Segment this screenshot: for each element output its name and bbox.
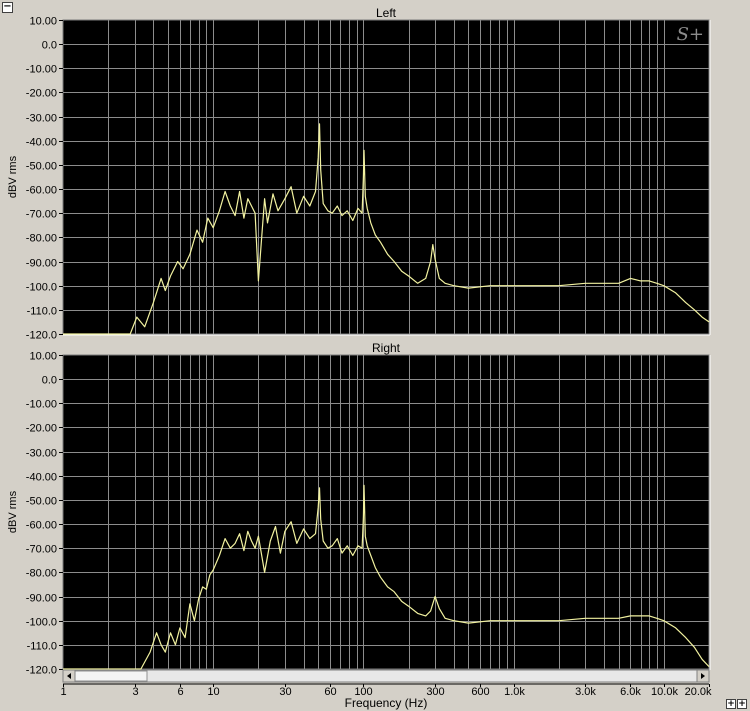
y-axis-label: dBV rms — [7, 490, 19, 533]
y-tick-label: -110.0 — [27, 641, 57, 653]
y-tick-label: -50.00 — [26, 161, 57, 173]
horizontal-scrollbar[interactable] — [62, 669, 710, 683]
right-channel-chart: Right 10.00 0.0 -10.00 -20.00 -30.00 -40.00 -50… — [7, 341, 711, 677]
x-tick-label: 1.0k — [504, 686, 525, 698]
y-tick-label: -40.00 — [26, 137, 57, 149]
plot-area — [62, 354, 710, 670]
y-tick-label: -10.00 — [26, 64, 57, 76]
y-tick-label: -120.0 — [26, 330, 57, 342]
y-axis-label: dBV rms — [7, 155, 19, 198]
y-tick-label: 10.00 — [29, 16, 57, 28]
y-tick-label: -70.00 — [26, 209, 57, 221]
y-tick-label: -20.00 — [26, 423, 57, 435]
x-axis-label: Frequency (Hz) — [345, 696, 428, 710]
collapse-button[interactable]: − — [2, 1, 13, 13]
y-tick-label: -100.0 — [26, 617, 57, 629]
y-tick-label: -30.00 — [26, 448, 57, 460]
x-tick-label: 10 — [207, 686, 219, 698]
y-tick-label: 10.00 — [29, 351, 57, 363]
x-tick-label: 600 — [471, 686, 489, 698]
y-tick-label: -120.0 — [26, 665, 57, 677]
plot-area — [62, 19, 710, 335]
x-tick-label: 100 — [354, 686, 372, 698]
x-tick-label: 3.0k — [575, 686, 596, 698]
y-tick-label: -30.00 — [26, 113, 57, 125]
scrollbar-track — [62, 669, 710, 683]
y-tick-label: -110.0 — [27, 306, 57, 318]
y-tick-label: 0.0 — [42, 375, 57, 387]
y-tick-label: -10.00 — [26, 399, 57, 411]
y-tick-label: -50.00 — [26, 496, 57, 508]
x-tick-label: 30 — [279, 686, 291, 698]
y-tick-label: -100.0 — [26, 282, 57, 294]
spectrum-trace — [63, 123, 710, 335]
y-tick-label: -40.00 — [26, 472, 57, 484]
x-tick-label: 6.0k — [620, 686, 641, 698]
y-tick-label: -90.00 — [26, 593, 57, 605]
y-tick-label: -60.00 — [26, 520, 57, 532]
x-tick-label: 300 — [426, 686, 444, 698]
x-tick-label: 20.0k — [685, 686, 712, 698]
scrollbar-thumb — [74, 670, 148, 682]
y-tick-label: -60.00 — [26, 185, 57, 197]
arrow-left-icon — [67, 673, 71, 679]
chart-title: Left — [376, 6, 397, 20]
spectrum-trace — [63, 484, 710, 670]
x-tick-label: 6 — [177, 686, 183, 698]
watermark-logo: S+ — [677, 24, 704, 45]
x-tick-label: 10.0k — [651, 686, 678, 698]
y-tick-label: -80.00 — [26, 568, 57, 580]
y-tick-label: -70.00 — [26, 544, 57, 556]
x-tick-label: 1 — [60, 686, 66, 698]
chart-title: Right — [372, 341, 401, 355]
y-tick-label: -90.00 — [26, 258, 57, 270]
y-tick-label: -80.00 — [26, 233, 57, 245]
x-tick-label: 60 — [324, 686, 336, 698]
zoom-out-button[interactable]: + — [737, 699, 747, 709]
zoom-in-button[interactable]: + — [726, 699, 736, 709]
arrow-right-icon — [701, 673, 705, 679]
frequency-axis: 1 3 6 10 30 60 100 300 600 1.0k 3.0k 6.0k 10.0k 20.0k… — [60, 683, 712, 710]
left-channel-chart: Left 10.00 0.0 -10.00 -20.00 -30.00 -40.00 -50.… — [7, 6, 711, 342]
x-tick-label: 3 — [132, 686, 138, 698]
y-tick-label: 0.0 — [42, 40, 57, 52]
y-tick-label: -20.00 — [26, 88, 57, 100]
